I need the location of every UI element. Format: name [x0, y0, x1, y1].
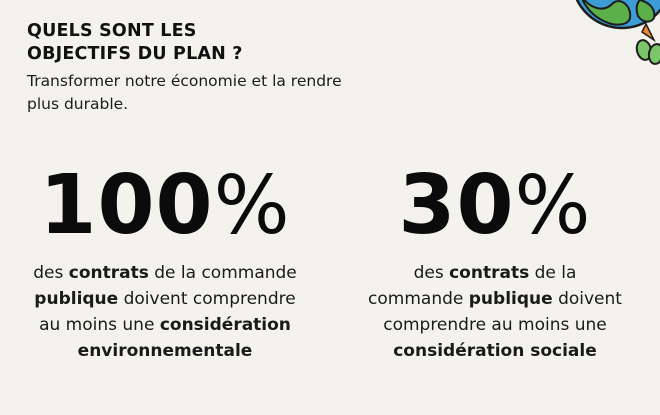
description-text: doivent — [552, 289, 622, 309]
stat-value: 30% — [330, 156, 660, 256]
page-title: QUELS SONT LES OBJECTIFS DU PLAN ? — [27, 20, 243, 66]
description-line: des contrats de la commande — [0, 260, 330, 286]
description-text: des — [33, 263, 69, 283]
subtitle-line-1: Transformer notre économie et la rendre — [27, 72, 342, 90]
subtitle-line-2: plus durable. — [27, 95, 129, 113]
description-line: des contrats de la — [330, 260, 660, 286]
emphasis-text: publique — [468, 289, 553, 309]
stat-unit: % — [514, 159, 592, 252]
emphasis-text: environnementale — [77, 341, 253, 361]
description-text: des — [413, 263, 450, 283]
stat-number: 30 — [398, 158, 515, 253]
description-line: environnementale — [0, 338, 330, 364]
stat-description: des contrats de la commande publique doiv… — [330, 260, 660, 364]
stat-description: des contrats de la commande publique doiv… — [0, 260, 330, 364]
stat-unit: % — [213, 159, 291, 252]
description-line: comprendre au moins une — [330, 312, 660, 338]
stat-number: 100 — [39, 158, 214, 253]
earth-globe-icon — [540, 0, 660, 76]
subtitle: Transformer notre économie et la rendre … — [27, 70, 407, 116]
description-text: comprendre au moins une — [383, 315, 607, 335]
description-line: au moins une considération — [0, 312, 330, 338]
description-text: commande — [368, 289, 469, 309]
description-text: de la — [529, 263, 577, 283]
stat-value: 100% — [0, 156, 330, 256]
emphasis-text: considération sociale — [393, 341, 597, 361]
emphasis-text: contrats — [449, 263, 530, 283]
description-text: de la commande — [148, 263, 297, 283]
description-line: considération sociale — [330, 338, 660, 364]
emphasis-text: contrats — [68, 263, 149, 283]
title-line-1: QUELS SONT LES — [27, 21, 197, 41]
emphasis-text: publique — [34, 289, 119, 309]
description-line: publique doivent comprendre — [0, 286, 330, 312]
title-line-2: OBJECTIFS DU PLAN ? — [27, 44, 243, 64]
description-line: commande publique doivent — [330, 286, 660, 312]
description-text: au moins une — [39, 315, 160, 335]
emphasis-text: considération — [159, 315, 291, 335]
description-text: doivent comprendre — [118, 289, 296, 309]
